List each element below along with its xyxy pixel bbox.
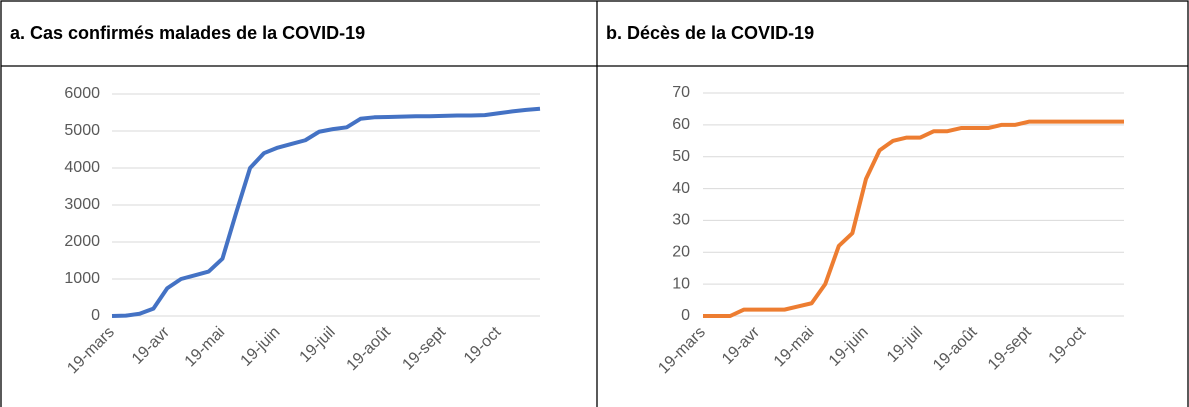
y-tick-label: 20 (672, 244, 690, 261)
x-tick-label: 19-oct (461, 323, 505, 367)
x-tick-label: 19-juil (297, 324, 339, 366)
x-tick-label: 19-mai (771, 324, 818, 371)
data-line (703, 119, 1124, 318)
y-tick-label: 60 (672, 116, 690, 133)
panel-title: b. Décès de la COVID-19 (606, 23, 814, 43)
x-tick-label: 19-juil (884, 324, 926, 366)
y-tick-label: 30 (672, 212, 690, 229)
data-line (111, 106, 541, 318)
x-tick-label: 19-juin (238, 324, 284, 370)
x-tick-label: 19-mai (182, 324, 229, 371)
y-tick-label: 6000 (64, 85, 100, 102)
x-tick-label: 19-oct (1046, 323, 1090, 367)
x-tick-label: 19-sept (985, 323, 1035, 373)
y-tick-label: 0 (681, 307, 690, 324)
y-tick-label: 40 (672, 180, 690, 197)
x-tick-label: 19-avr (719, 323, 764, 368)
x-tick-label: 19-mars (655, 324, 709, 378)
x-tick-label: 19-sept (399, 323, 449, 373)
x-tick-label: 19-juin (826, 324, 872, 370)
x-tick-label: 19-mars (64, 324, 118, 378)
x-tick-label: 19-avr (129, 323, 174, 368)
x-tick-label: 19-août (930, 323, 981, 374)
y-tick-label: 4000 (64, 159, 100, 176)
y-tick-label: 1000 (64, 270, 100, 287)
y-tick-label: 70 (672, 84, 690, 101)
y-tick-label: 3000 (64, 196, 100, 213)
panel-title: a. Cas confirmés malades de la COVID-19 (10, 23, 365, 43)
y-tick-label: 0 (91, 307, 100, 324)
y-tick-label: 2000 (64, 233, 100, 250)
y-tick-label: 50 (672, 148, 690, 165)
y-tick-label: 10 (672, 275, 690, 292)
x-tick-label: 19-août (344, 323, 395, 374)
y-tick-label: 5000 (64, 122, 100, 139)
